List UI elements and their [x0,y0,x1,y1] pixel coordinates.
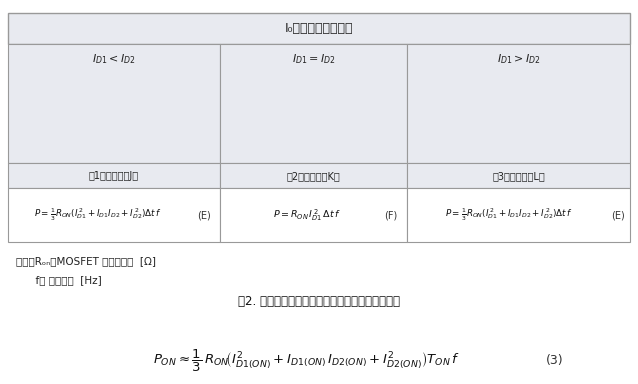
Text: $I_{D1} = I_{D2}$: $I_{D1} = I_{D2}$ [292,53,336,66]
Text: $P = \frac{1}{3} R_{ON}(I_{D1}^{\,2} + I_{D1} I_{D2} + I_{D2}^{\,2}) \Delta t\, : $P = \frac{1}{3} R_{ON}(I_{D1}^{\,2} + I… [445,207,573,223]
Text: $\Delta t$: $\Delta t$ [121,147,133,158]
Text: $I_{D1}$: $I_{D1}$ [292,89,304,101]
Text: f： 开关频率  [Hz]: f： 开关频率 [Hz] [16,275,101,285]
Text: $\Delta t$: $\Delta t$ [526,147,538,158]
Text: t: t [618,128,621,138]
Text: $I_{D2}$: $I_{D2}$ [582,120,595,132]
Text: 例2（参见附录K）: 例2（参见附录K） [286,170,341,181]
Text: $\Delta t$: $\Delta t$ [319,147,331,158]
Text: $I_{D2}$: $I_{D2}$ [174,75,187,88]
Text: (E): (E) [197,210,211,220]
Text: $I_0(t)$: $I_0(t)$ [413,83,431,95]
Text: 例1（参见附录J）: 例1（参见附录J） [89,170,139,181]
Text: $I_{D1}$: $I_{D1}$ [84,122,98,134]
Text: $I_{D1} > I_{D2}$: $I_{D1} > I_{D2}$ [497,53,540,66]
Text: 表2. 各种波形形状的线性近似法导通损耗计算公式: 表2. 各种波形形状的线性近似法导通损耗计算公式 [238,295,400,308]
Text: $P_{ON} \approx \dfrac{1}{3}\, R_{ON}\!\left(I_{D1(ON)}^{2} + I_{D1(ON)}\, I_{D2: $P_{ON} \approx \dfrac{1}{3}\, R_{ON}\!\… [152,348,460,374]
Text: 但是，Rₒₙ：MOSFET 的导通电阻  [Ω]: 但是，Rₒₙ：MOSFET 的导通电阻 [Ω] [16,256,156,266]
Text: (F): (F) [384,210,397,220]
Text: (3): (3) [546,354,564,367]
Text: $I_{D2}$: $I_{D2}$ [348,89,360,101]
Text: (E): (E) [611,210,625,220]
Text: t: t [395,128,399,138]
Text: I₀随时间的变化情况: I₀随时间的变化情况 [285,22,353,35]
Text: t: t [207,128,211,138]
Text: 例3（参见附录L）: 例3（参见附录L） [493,170,545,181]
Text: $P = \frac{1}{3} R_{ON}(I_{D1}^{\,2} + I_{D1} I_{D2} + I_{D2}^{\,2}) \Delta t\, : $P = \frac{1}{3} R_{ON}(I_{D1}^{\,2} + I… [34,207,162,223]
Text: $I_{D1} < I_{D2}$: $I_{D1} < I_{D2}$ [92,53,136,66]
Text: $I_0(t)$: $I_0(t)$ [225,97,243,110]
Text: $I_{D1}$: $I_{D1}$ [489,74,502,87]
Text: $P = R_{ON}\, I_{D1}^{\,2}\, \Delta t\, f$: $P = R_{ON}\, I_{D1}^{\,2}\, \Delta t\, … [273,207,341,223]
Text: $I_0(t)$: $I_0(t)$ [13,106,32,119]
